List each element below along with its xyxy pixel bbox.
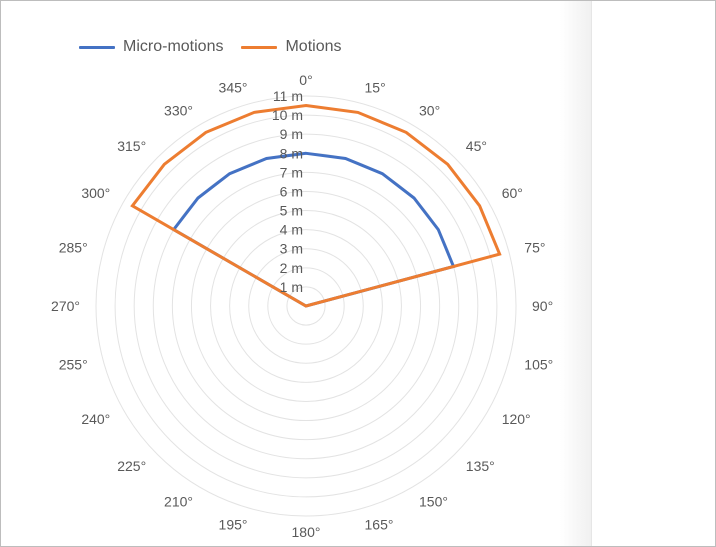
angle-tick-label: 75° [524,240,545,256]
radial-tick-label: 6 m [280,184,303,200]
angle-tick-label: 135° [466,458,495,474]
angle-tick-label: 150° [419,494,448,510]
angle-tick-label: 300° [81,185,110,201]
radial-tick-label: 8 m [280,145,303,161]
legend-label-micro-motions: Micro-motions [123,38,224,55]
panel-shadow [560,1,596,546]
angle-tick-label: 270° [51,298,80,314]
angle-tick-label: 90° [532,298,553,314]
angle-tick-label: 180° [292,524,321,540]
angle-tick-label: 120° [502,411,531,427]
grid-circle [114,114,498,498]
grid-circles [95,95,517,517]
legend-item-motions[interactable]: Motions [241,38,342,56]
angle-tick-label: 165° [365,516,394,532]
legend-swatch-micro-motions [79,45,115,49]
angle-tick-label: 255° [59,357,88,373]
legend-item-micro-motions[interactable]: Micro-motions [79,38,223,56]
angle-tick-label: 60° [502,185,523,201]
series-lines [130,103,502,308]
grid-circle [267,267,345,345]
angle-tick-label: 330° [164,102,193,118]
angle-tick-label: 345° [219,80,248,96]
radial-tick-label: 5 m [280,203,303,219]
grid-circle [133,133,479,479]
radial-tick-label: 2 m [280,260,303,276]
radial-tick-label: 3 m [280,241,303,257]
series-line-motions[interactable] [130,103,502,308]
angle-tick-label: 30° [419,102,440,118]
angle-tick-label: 0° [299,72,312,88]
radial-tick-label: 9 m [280,126,303,142]
grid-circle [286,286,326,326]
chart-area: 0° 15° 30° 45° 60° 75° 90° 105° 120° 135° 150° 165°… [1,1,591,546]
angle-tick-label: 240° [81,411,110,427]
grid-circle [229,229,383,383]
radial-tick-label: 10 m [272,107,303,123]
angle-tick-label: 15° [365,80,386,96]
angle-tick-label: 285° [59,240,88,256]
grid-circle [248,248,364,364]
grid-circle [190,190,422,422]
grid-circle [171,171,441,441]
angle-tick-label: 45° [466,138,487,154]
right-panel [591,1,715,546]
radial-tick-label: 11 m [273,88,303,104]
angle-tick-label: 195° [219,516,248,532]
angle-tick-label: 210° [164,494,193,510]
angle-tick-label: 105° [524,357,553,373]
radial-labels: 1 m 2 m 3 m 4 m 5 m 6 m 7 m 8 m 9 m 10 m 11 m [272,88,303,295]
angle-tick-label: 225° [117,458,146,474]
legend: Micro-motions Motions [79,37,360,57]
radial-tick-label: 7 m [280,164,303,180]
angle-labels: 0° 15° 30° 45° 60° 75° 90° 105° 120° 135° 150° 165°… [51,72,553,540]
angle-tick-label: 315° [117,138,146,154]
polar-chart: 0° 15° 30° 45° 60° 75° 90° 105° 120° 135° 150° 165°… [51,72,553,540]
radial-tick-label: 1 m [280,279,303,295]
legend-label-motions: Motions [285,38,342,55]
grid-circle [210,210,402,402]
radial-tick-label: 4 m [280,222,303,238]
grid-circle [95,95,517,517]
legend-swatch-motions [241,45,278,49]
